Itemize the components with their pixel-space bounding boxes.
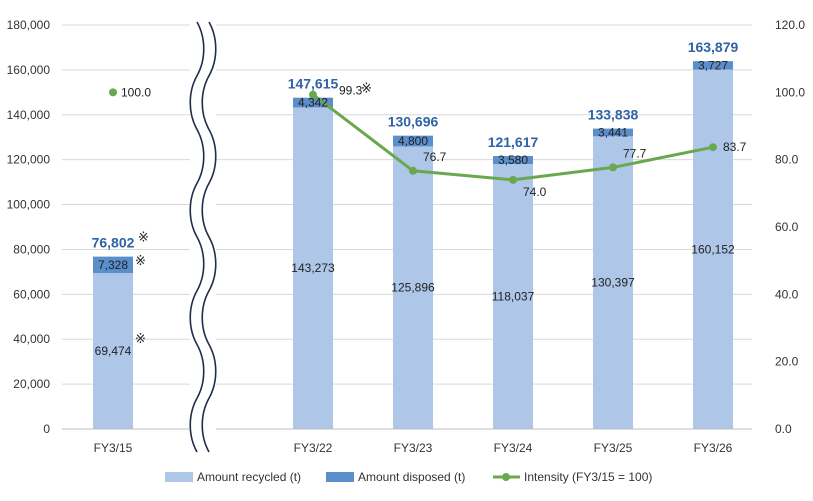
bar-recycled [293,107,333,430]
bar-disposed [293,97,333,108]
x-tick-label: FY3/24 [494,441,533,455]
bar-disposed [93,256,133,274]
intensity-point [509,175,517,184]
label-recycled: 143,273 [291,261,335,275]
label-intensity: 74.0 [523,185,547,199]
intensity-point [709,143,717,152]
bar-recycled [93,273,133,429]
label-intensity: 99.3 [339,84,363,98]
bar-recycled [493,164,533,429]
bar-recycled [693,69,733,429]
left-tick-label: 80,000 [13,242,50,256]
annotation-mark: ※ [361,81,372,96]
right-axis: 0.0 20.0 40.0 60.0 80.0 100.0 120.0 [775,18,805,436]
label-intensity: 83.7 [723,140,747,154]
label-recycled: 125,896 [391,281,435,295]
intensity-line [109,88,717,184]
legend-swatch-recycled [165,472,193,482]
label-total: 76,802 [92,235,135,251]
x-tick-label: FY3/25 [594,441,633,455]
label-disposed: 3,727 [698,58,728,72]
bar-recycled [593,136,633,429]
x-tick-label: FY3/15 [94,441,133,455]
bar-disposed [593,128,633,137]
left-tick-label: 0 [43,422,50,436]
legend-swatch-disposed [326,472,354,482]
right-tick-label: 100.0 [775,85,805,99]
label-recycled: 160,152 [691,242,735,256]
left-tick-label: 60,000 [13,287,50,301]
label-disposed: 3,580 [498,153,528,167]
annotation-mark: ※ [138,230,149,245]
label-total: 130,696 [388,114,439,130]
axis-break [189,21,217,453]
label-intensity: 76.7 [423,150,447,164]
label-recycled: 69,474 [95,344,132,358]
bar-disposed [693,61,733,70]
right-tick-label: 120.0 [775,18,805,32]
left-tick-label: 40,000 [13,332,50,346]
x-axis: FY3/15 FY3/22 FY3/23 FY3/24 FY3/25 FY3/26 [62,428,752,455]
left-tick-label: 100,000 [7,198,51,212]
label-disposed: 4,800 [398,134,428,148]
label-total: 133,838 [588,107,639,123]
label-total: 163,879 [688,39,739,55]
bars [93,61,733,430]
legend: Amount recycled (t) Amount disposed (t) In… [165,470,652,484]
intensity-point [309,90,317,99]
label-intensity: 77.7 [623,146,647,160]
intensity-point [409,166,417,175]
x-tick-label: FY3/26 [694,441,733,455]
legend-label-disposed: Amount disposed (t) [358,470,465,484]
left-tick-label: 20,000 [13,377,50,391]
right-tick-label: 20.0 [775,355,799,369]
left-tick-label: 120,000 [7,153,51,167]
axis-break-line [189,21,205,453]
bar-disposed [493,156,533,165]
label-disposed: 4,342 [298,96,328,110]
bar-recycled [393,146,433,430]
right-tick-label: 0.0 [775,422,792,436]
label-disposed: 7,328 [98,258,128,272]
left-tick-label: 180,000 [7,18,51,32]
intensity-point [109,88,117,97]
intensity-point [609,163,617,172]
label-intensity: 100.0 [121,85,151,99]
annotation-mark: ※ [135,253,146,268]
right-tick-label: 80.0 [775,153,799,167]
annotation-mark: ※ [135,331,146,346]
label-total: 147,615 [288,76,339,92]
legend-marker-intensity [502,473,510,481]
axis-break-line [201,21,217,453]
x-tick-label: FY3/23 [394,441,433,455]
label-disposed: 3,441 [598,125,628,139]
left-axis: 0 20,000 40,000 60,000 80,000 100,000 120,000 1… [7,18,51,436]
data-labels: 69,4747,32876,802※※※143,2734,342147,6151… [92,39,747,358]
x-tick-label: FY3/22 [294,441,333,455]
legend-label-intensity: Intensity (FY3/15 = 100) [524,470,652,484]
label-recycled: 130,397 [591,276,635,290]
left-tick-label: 140,000 [7,108,51,122]
right-tick-label: 60.0 [775,220,799,234]
bar-disposed [393,135,433,147]
left-tick-label: 160,000 [7,63,51,77]
label-recycled: 118,037 [492,290,535,304]
legend-label-recycled: Amount recycled (t) [197,470,301,484]
right-tick-label: 40.0 [775,287,799,301]
label-total: 121,617 [488,134,539,150]
